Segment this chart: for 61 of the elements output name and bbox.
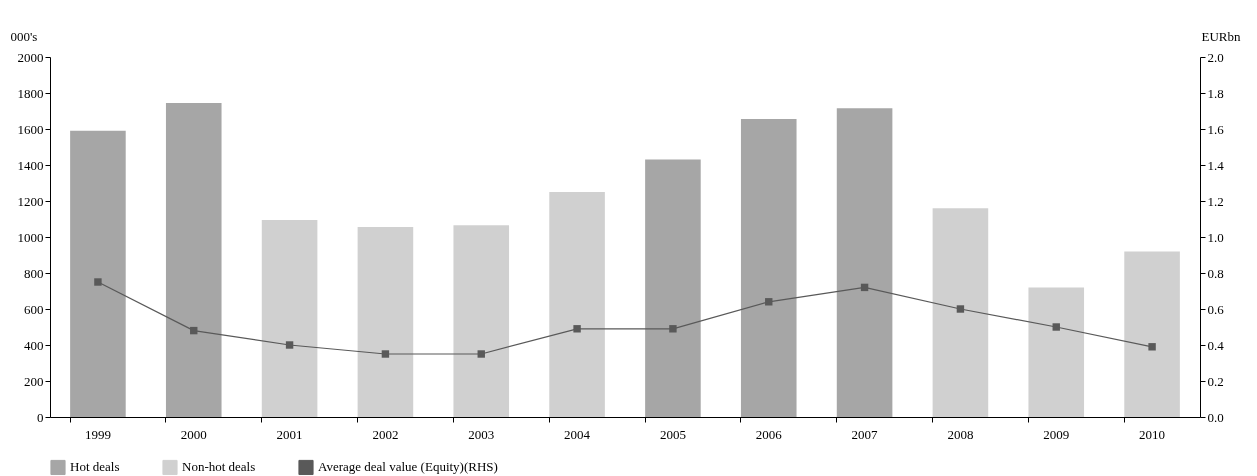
- y-tick-label: 1800: [17, 85, 44, 101]
- point: [1148, 343, 1156, 351]
- legend-label: Average deal value (Equity)(RHS): [318, 459, 498, 475]
- bar: [1124, 251, 1180, 417]
- y-tick-label: 1200: [17, 193, 44, 209]
- x-tick-label: 2006: [755, 426, 783, 442]
- bar: [932, 208, 989, 417]
- bar: [645, 159, 701, 417]
- bar: [1028, 287, 1085, 417]
- y-tick-label: 0: [37, 409, 44, 425]
- y2-tick-label: 0.6: [1207, 301, 1225, 317]
- y2-tick-label: 1.6: [1207, 121, 1225, 137]
- y2-tick-label: 0.0: [1207, 409, 1224, 425]
- y-tick-label: 200: [24, 373, 44, 389]
- y-tick-label: 1400: [17, 157, 44, 173]
- point: [285, 341, 294, 349]
- point: [94, 278, 102, 286]
- y2-tick-label: 1.2: [1207, 193, 1224, 209]
- bar: [836, 108, 893, 417]
- point: [381, 350, 390, 358]
- bar: [740, 119, 797, 417]
- point: [669, 325, 677, 333]
- y2-tick-label: 1.4: [1207, 157, 1225, 173]
- point: [573, 325, 581, 333]
- y2-tick-label: 1.0: [1207, 229, 1224, 245]
- y2-tick-label: 1.8: [1207, 85, 1224, 101]
- point: [956, 305, 965, 313]
- x-tick-label: 2003: [468, 426, 495, 442]
- point: [765, 298, 773, 306]
- point: [477, 350, 485, 358]
- bar: [357, 227, 414, 417]
- x-tick-label: 2002: [372, 426, 399, 442]
- y2-tick-label: 0.4: [1207, 337, 1225, 353]
- x-tick-label: 2005: [659, 426, 686, 442]
- y2-tick-label: 0.8: [1207, 265, 1224, 281]
- y-tick-label: 1600: [17, 121, 44, 137]
- legend-label: Non-hot deals: [182, 459, 256, 475]
- point: [1052, 323, 1060, 331]
- x-tick-label: 2000: [180, 426, 207, 442]
- x-tick-label: 2010: [1139, 426, 1166, 442]
- y2-tick-label: 0.2: [1207, 373, 1224, 389]
- x-tick-label: 2007: [851, 426, 879, 442]
- bar: [549, 192, 605, 417]
- y2-tick-label: 2.0: [1207, 49, 1224, 65]
- y2-axis-title: EURbn: [1201, 28, 1241, 44]
- x-tick-label: 2009: [1043, 426, 1070, 442]
- bar: [453, 225, 510, 417]
- x-tick-label: 1999: [84, 426, 111, 442]
- legend-label: Hot deals: [70, 459, 120, 475]
- y-tick-label: 400: [24, 337, 44, 353]
- bar: [165, 102, 222, 417]
- bar: [70, 130, 126, 417]
- y-tick-label: 1000: [17, 229, 44, 245]
- y-tick-label: 800: [24, 265, 44, 281]
- x-tick-label: 2004: [564, 426, 591, 442]
- x-tick-label: 2008: [947, 426, 974, 442]
- x-tick-label: 2001: [276, 426, 303, 442]
- bar: [261, 219, 318, 417]
- y-tick-label: 600: [24, 301, 44, 317]
- y-axis-title: 000's: [10, 28, 38, 44]
- y-tick-label: 2000: [17, 49, 44, 65]
